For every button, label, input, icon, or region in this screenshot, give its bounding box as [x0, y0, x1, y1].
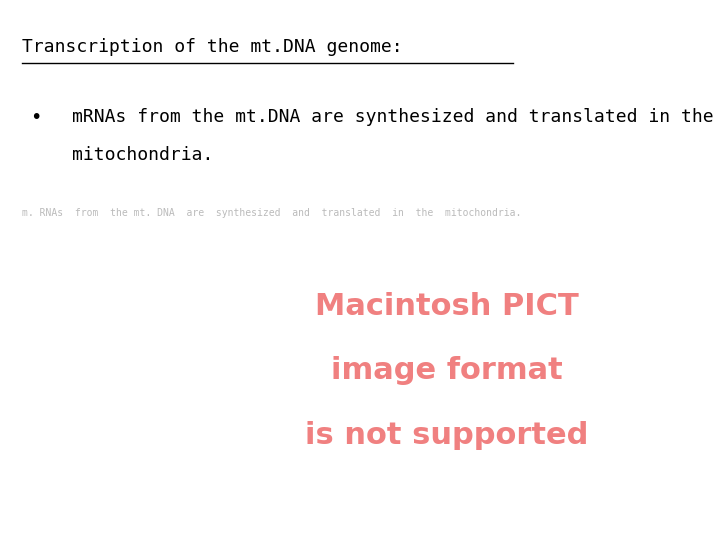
- Text: mitochondria.: mitochondria.: [72, 146, 213, 164]
- Text: Macintosh PICT: Macintosh PICT: [315, 292, 578, 321]
- Text: mRNAs from the mt.DNA are synthesized and translated in the: mRNAs from the mt.DNA are synthesized an…: [72, 108, 714, 126]
- Text: Transcription of the mt.DNA genome:: Transcription of the mt.DNA genome:: [22, 38, 402, 56]
- Text: m. RNAs  from  the mt. DNA  are  synthesized  and  translated  in  the  mitochon: m. RNAs from the mt. DNA are synthesized…: [22, 208, 521, 218]
- Text: •: •: [30, 108, 42, 127]
- Text: is not supported: is not supported: [305, 421, 588, 450]
- Text: image format: image format: [330, 356, 562, 386]
